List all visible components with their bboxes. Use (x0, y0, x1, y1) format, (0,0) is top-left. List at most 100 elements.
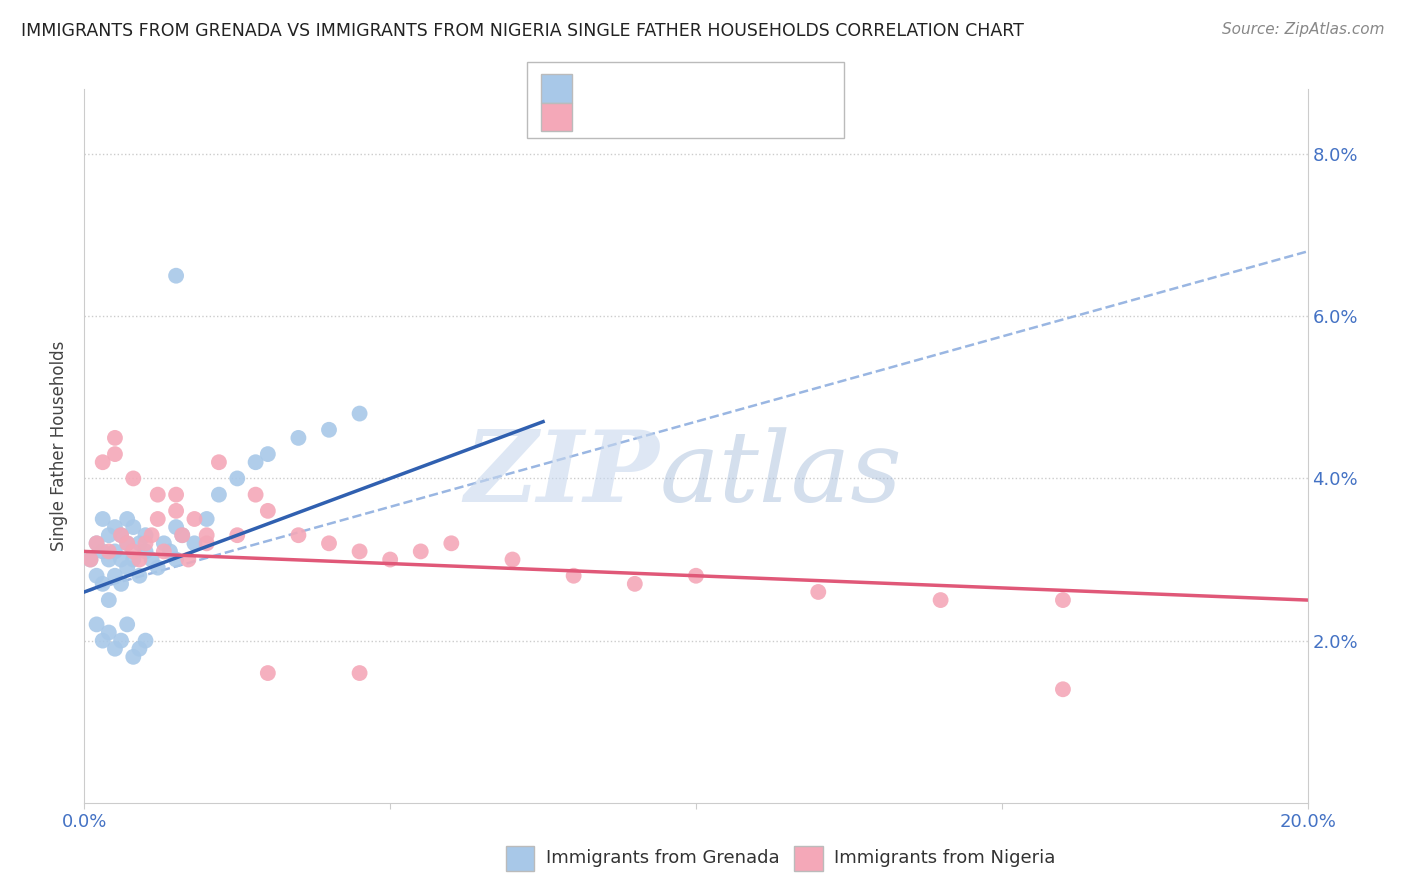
Point (135, 544, 157, 558)
Point (208, 488, 231, 502)
Point (86, 536, 108, 550)
Point (110, 528, 132, 542)
Point (115, 617, 138, 632)
Point (97, 544, 120, 558)
Point (115, 512, 138, 526)
Text: Source: ZipAtlas.com: Source: ZipAtlas.com (1222, 22, 1385, 37)
Point (91, 633, 114, 648)
Point (122, 649, 145, 664)
Point (110, 633, 132, 648)
Point (110, 528, 132, 542)
Point (91, 455, 114, 469)
Point (172, 528, 194, 542)
Text: Immigrants from Nigeria: Immigrants from Nigeria (834, 849, 1054, 867)
Point (245, 455, 267, 469)
Point (208, 455, 231, 469)
Point (135, 536, 157, 550)
Point (685, 568, 707, 582)
Point (195, 536, 218, 550)
Point (79, 552, 101, 566)
Point (128, 641, 150, 656)
Point (141, 552, 163, 566)
Point (183, 512, 205, 526)
Point (349, 666, 371, 681)
Point (91, 544, 114, 558)
Point (153, 544, 176, 558)
Point (1052, 593, 1074, 607)
Point (141, 528, 163, 542)
Point (807, 585, 830, 599)
Text: 0.168: 0.168 (634, 79, 692, 97)
Point (104, 544, 127, 558)
Point (110, 577, 132, 591)
Point (146, 512, 169, 526)
Point (287, 528, 309, 542)
Point (86, 617, 108, 632)
Point (349, 407, 371, 421)
Point (104, 641, 127, 656)
Point (409, 544, 432, 558)
Point (115, 536, 138, 550)
Text: N =: N = (693, 108, 733, 126)
Point (110, 552, 132, 566)
Point (104, 431, 127, 445)
Point (349, 544, 371, 558)
Point (195, 528, 218, 542)
Point (929, 593, 952, 607)
Point (183, 536, 205, 550)
Point (97, 625, 120, 640)
Text: Immigrants from Grenada: Immigrants from Grenada (546, 849, 779, 867)
Point (135, 528, 157, 542)
Point (165, 488, 187, 502)
Point (104, 447, 127, 461)
Point (115, 536, 138, 550)
Point (97, 552, 120, 566)
Point (146, 560, 169, 574)
Text: R =: R = (583, 79, 623, 97)
Point (257, 447, 280, 461)
Point (165, 268, 187, 283)
Text: ZIP: ZIP (464, 426, 659, 523)
Point (128, 552, 150, 566)
Point (165, 504, 187, 518)
Point (135, 633, 157, 648)
Point (172, 528, 194, 542)
Point (226, 528, 249, 542)
Point (257, 504, 280, 518)
Point (245, 488, 267, 502)
Point (440, 536, 463, 550)
Point (122, 544, 145, 558)
Point (257, 666, 280, 681)
Point (287, 431, 309, 445)
Point (624, 577, 647, 591)
Point (226, 471, 249, 485)
Point (122, 520, 145, 534)
Point (86, 568, 108, 582)
Point (562, 568, 585, 582)
Text: 43: 43 (738, 108, 763, 126)
Point (502, 552, 524, 566)
Point (115, 560, 138, 574)
Point (318, 423, 340, 437)
Point (128, 568, 150, 582)
Point (318, 536, 340, 550)
Point (165, 552, 187, 566)
Point (380, 552, 402, 566)
Point (195, 512, 218, 526)
Point (153, 536, 176, 550)
Point (91, 512, 114, 526)
Y-axis label: Single Father Households: Single Father Households (51, 341, 69, 551)
Point (1052, 682, 1074, 697)
Text: R =: R = (583, 108, 623, 126)
Point (146, 488, 169, 502)
Point (97, 528, 120, 542)
Point (91, 577, 114, 591)
Point (177, 552, 200, 566)
Point (165, 520, 187, 534)
Point (97, 593, 120, 607)
Point (122, 552, 145, 566)
Text: −0.074: −0.074 (634, 108, 706, 126)
Text: 50: 50 (738, 79, 763, 97)
Text: IMMIGRANTS FROM GRENADA VS IMMIGRANTS FROM NIGERIA SINGLE FATHER HOUSEHOLDS CORR: IMMIGRANTS FROM GRENADA VS IMMIGRANTS FR… (21, 22, 1024, 40)
Point (104, 520, 127, 534)
